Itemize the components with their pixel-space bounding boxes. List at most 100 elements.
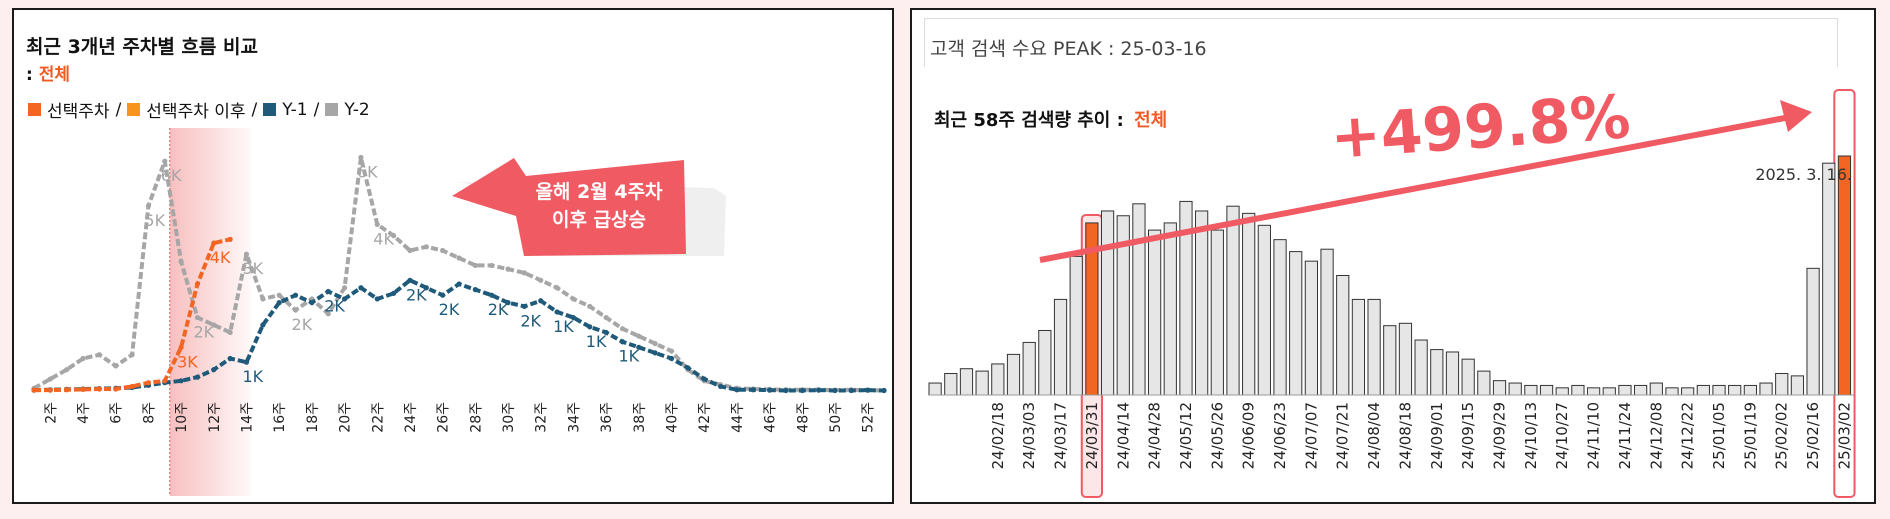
data-point — [423, 244, 429, 250]
growth-arrow — [1039, 114, 1791, 263]
left-chart-title: 최근 3개년 주차별 흐름 비교 — [26, 36, 258, 58]
bar — [1163, 222, 1177, 396]
x-tick-label: 44주 — [730, 402, 746, 433]
x-tick-label: 24/06/09 — [1240, 402, 1258, 469]
data-point — [260, 296, 266, 302]
x-tick-label: 32주 — [534, 402, 550, 433]
data-label: 3K — [243, 259, 264, 278]
x-tick-label: 24/07/21 — [1334, 402, 1352, 469]
data-label: 3K — [177, 352, 198, 371]
data-point — [685, 365, 691, 371]
bar — [1445, 351, 1460, 396]
bar — [1195, 210, 1209, 396]
data-point — [129, 352, 135, 358]
data-label: 2K — [324, 296, 345, 315]
x-tick-label: 25/02/02 — [1773, 402, 1791, 469]
data-point — [227, 355, 233, 362]
data-point — [113, 363, 119, 369]
x-tick-label: 40주 — [665, 402, 681, 433]
data-point — [554, 285, 560, 291]
data-point — [391, 233, 397, 239]
bar — [1712, 384, 1726, 396]
data-label: 1K — [618, 347, 639, 366]
data-point — [325, 311, 331, 317]
x-tick-label: 20주 — [338, 402, 354, 433]
bar — [1053, 298, 1068, 396]
data-point — [211, 367, 217, 373]
legend-swatch-after — [127, 103, 141, 116]
data-point — [619, 326, 626, 332]
x-tick-label: 24/04/28 — [1146, 402, 1164, 469]
bar — [1069, 255, 1083, 396]
data-point — [194, 314, 201, 321]
bar — [975, 370, 989, 396]
x-tick-label: 14주 — [240, 402, 256, 433]
bar — [1038, 329, 1052, 396]
data-point — [374, 296, 380, 302]
data-point — [325, 288, 331, 295]
x-tick-label: 24/04/14 — [1114, 402, 1132, 469]
bar — [1336, 275, 1350, 396]
x-tick-label: 25/02/16 — [1804, 402, 1822, 469]
data-point — [734, 387, 740, 393]
growth-label: +499.8% — [1328, 82, 1632, 173]
data-point — [243, 251, 250, 257]
data-point — [570, 296, 577, 302]
data-point — [243, 359, 250, 365]
bar — [1289, 251, 1303, 396]
data-point — [554, 309, 560, 315]
right-chart-title: 최근 58주 검색량 추이 : 전체 — [934, 106, 1167, 132]
data-point — [309, 300, 315, 306]
x-tick-label: 24주 — [403, 402, 419, 433]
data-point — [162, 158, 168, 164]
growth-arrowhead — [1780, 100, 1812, 132]
data-point — [652, 341, 658, 347]
data-point — [766, 387, 773, 393]
data-point — [603, 314, 609, 321]
bar — [1367, 298, 1381, 396]
data-point — [341, 285, 348, 291]
data-point — [64, 367, 70, 373]
data-point — [129, 383, 135, 390]
data-point — [47, 376, 53, 382]
legend-y1: Y-1 — [282, 99, 308, 120]
bar — [1743, 384, 1757, 396]
bar — [928, 382, 942, 396]
data-point — [407, 277, 413, 283]
bar — [1430, 349, 1444, 396]
callout-text: 이후 급상승 — [552, 209, 646, 231]
x-tick-label: 24/07/07 — [1302, 402, 1320, 469]
data-point — [358, 154, 364, 161]
x-tick-label: 24/09/29 — [1491, 402, 1509, 469]
bar — [1822, 162, 1836, 396]
legend-y2: Y-2 — [344, 99, 370, 120]
data-point — [652, 350, 658, 356]
x-tick-label: 24/08/04 — [1365, 402, 1383, 469]
bar — [1508, 382, 1522, 396]
bar — [959, 368, 974, 396]
x-tick-label: 24/09/15 — [1459, 402, 1477, 469]
callout-text: 올해 2월 4주차 — [535, 181, 663, 203]
x-tick-label: 18주 — [305, 402, 321, 433]
data-label: 2K — [520, 311, 541, 330]
data-label: 1K — [586, 332, 607, 351]
x-tick-label: 8주 — [141, 402, 157, 424]
left-chart-subtitle: : 전체 — [26, 60, 70, 85]
x-tick-label: 36주 — [599, 402, 615, 433]
bar — [1555, 387, 1569, 396]
data-point — [113, 386, 119, 392]
bar — [991, 363, 1005, 396]
data-label: 1K — [243, 367, 264, 386]
x-tick-label: 12주 — [207, 402, 223, 433]
x-tick-label: 2주 — [43, 402, 59, 424]
bar — [1351, 298, 1366, 396]
data-point — [832, 387, 838, 394]
data-label: 2K — [406, 285, 427, 304]
data-point — [587, 324, 593, 330]
data-point — [456, 281, 462, 287]
x-tick-label: 38주 — [632, 402, 648, 433]
x-tick-label: 24/03/31 — [1083, 402, 1101, 469]
legend-swatch-y2 — [325, 103, 339, 116]
legend-after: 선택주차 이후 — [146, 102, 246, 122]
legend-sep: / — [115, 99, 122, 120]
